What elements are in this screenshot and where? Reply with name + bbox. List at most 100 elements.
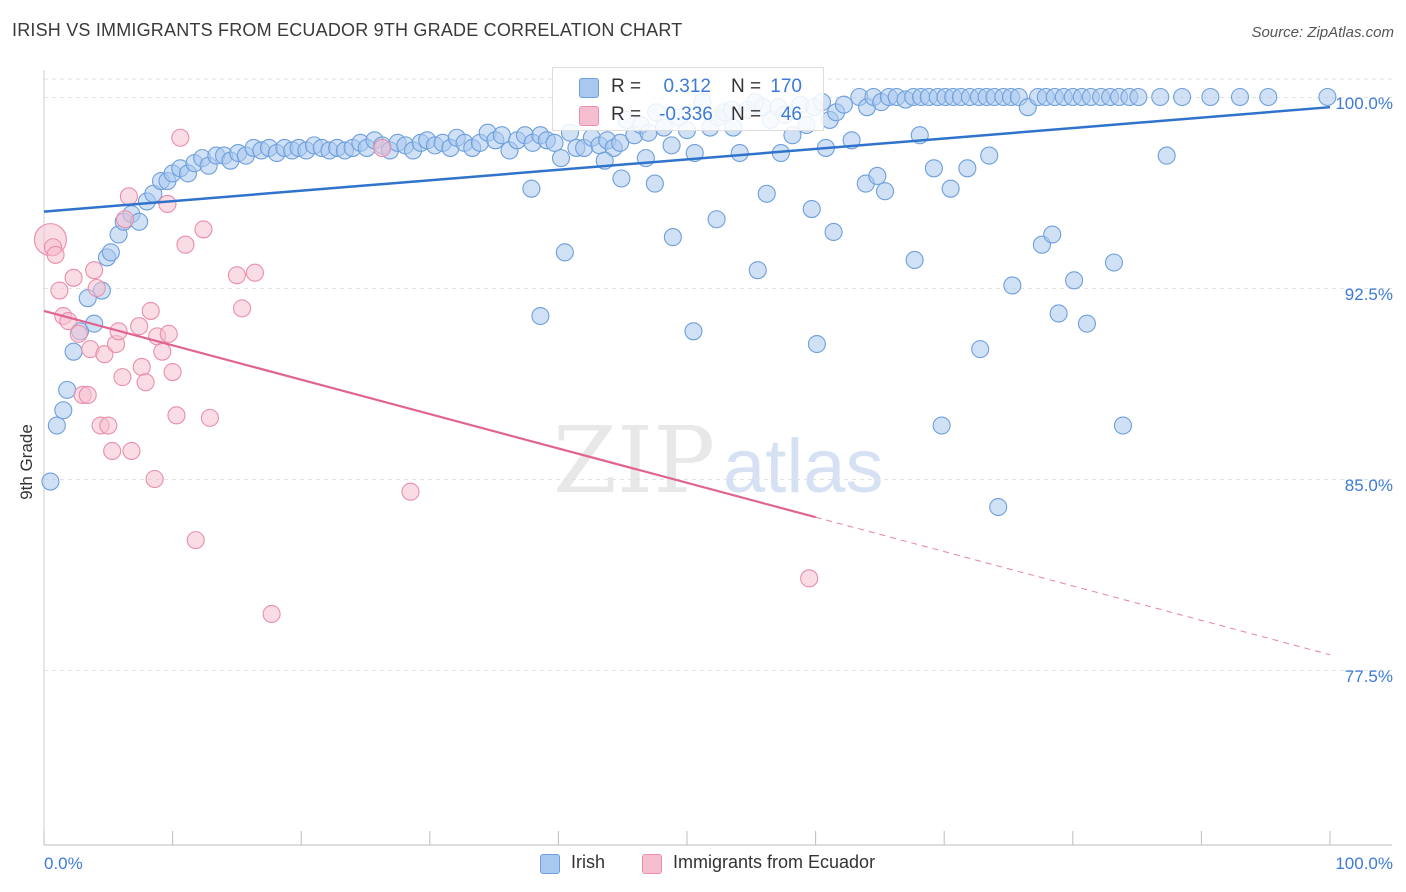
irish-point (1173, 87, 1192, 107)
irish-point (1104, 253, 1124, 272)
ecuador-point (85, 261, 104, 280)
ecuador-trend-line (43, 309, 816, 519)
ecuador-point (78, 385, 97, 405)
irish-point (932, 416, 951, 435)
ecuador-point (119, 187, 138, 206)
stats-legend: R = 0.312 N = 170 R = -0.336 N = 46 (552, 67, 824, 131)
watermark-zip: ZIP (553, 407, 715, 514)
irish-point (807, 334, 826, 354)
y-tick-label: 85.0% (1345, 476, 1393, 495)
y-tick-label: 92.5% (1345, 285, 1393, 304)
irish-point (555, 243, 574, 262)
irish-point (54, 401, 73, 420)
irish-point (707, 210, 726, 229)
irish-point (662, 136, 681, 155)
ecuador-point (113, 368, 132, 387)
irish-point (545, 133, 564, 152)
ecuador-point (171, 128, 190, 147)
irish-point (924, 159, 943, 178)
irish-point (868, 166, 887, 185)
n-label: N = (731, 104, 762, 125)
r-value: 0.312 (663, 76, 711, 97)
ecuador-legend-swatch (642, 854, 662, 874)
irish-point (1151, 87, 1170, 107)
irish-point (757, 184, 776, 203)
irish-point (824, 222, 843, 242)
ecuador-point (132, 357, 151, 376)
x-tick-label: 0.0% (44, 854, 83, 873)
irish-point (612, 169, 631, 188)
ecuador-point (262, 604, 281, 624)
irish-point (611, 133, 630, 152)
irish-point (980, 146, 999, 165)
ecuador-point (163, 362, 182, 382)
n-value: 170 (770, 76, 802, 97)
irish-point (1157, 146, 1176, 165)
ecuador-point (245, 263, 264, 282)
irish-point (1318, 87, 1337, 107)
irish-point (875, 182, 895, 201)
y-tick-label: 100.0% (1335, 94, 1393, 113)
ecuador-point (159, 324, 178, 343)
ecuador-swatch (579, 106, 599, 126)
irish-point (492, 126, 511, 145)
ecuador-point (141, 301, 160, 320)
series-legend: Irish Immigrants from Ecuador (0, 852, 1406, 876)
irish-point (684, 322, 703, 341)
irish-point (802, 200, 821, 219)
irish-point (1129, 87, 1148, 107)
ecuador-point (122, 441, 141, 461)
axes: 77.5% 85.0% 92.5% 100.0% 0.0% 100.0% (43, 70, 1393, 873)
ecuador-point (186, 531, 205, 550)
irish-point (748, 261, 767, 280)
irish-point (941, 179, 960, 198)
irish-point (58, 380, 77, 399)
irish-point (47, 416, 66, 435)
watermark: ZIP atlas (553, 407, 884, 514)
irish-point (1201, 87, 1220, 107)
r-label: R = (611, 104, 642, 125)
ecuador-point (176, 235, 195, 254)
irish-trend-line (43, 105, 1331, 213)
ecuador-point (232, 299, 252, 318)
ecuador-point (64, 268, 83, 287)
ecuador-point (373, 138, 392, 157)
chart-title: IRISH VS IMMIGRANTS FROM ECUADOR 9TH GRA… (12, 20, 683, 40)
y-tick-label: 77.5% (1345, 667, 1393, 686)
irish-point (41, 472, 60, 491)
watermark-atlas: atlas (723, 424, 884, 509)
ecuador-point (153, 342, 172, 361)
irish-swatch (579, 78, 599, 98)
ecuador-point (158, 194, 177, 214)
ecuador-point (401, 482, 420, 501)
ecuador-point (95, 345, 114, 364)
irish-point (958, 159, 977, 178)
ecuador-point (800, 569, 819, 588)
x-tick-label: 100.0% (1335, 854, 1393, 873)
irish-point (1043, 225, 1062, 244)
irish-point (1077, 314, 1096, 333)
irish-point (834, 95, 853, 114)
ecuador-point (200, 408, 219, 427)
irish-point (1049, 304, 1068, 323)
irish-point (531, 306, 550, 326)
ecuador-point (130, 317, 149, 336)
irish-point (989, 497, 1008, 517)
irish-point (1003, 276, 1022, 295)
source-label: Source: ZipAtlas.com (1251, 24, 1394, 41)
grid (44, 78, 1392, 671)
irish-point (1230, 87, 1250, 107)
r-label: R = (611, 76, 642, 97)
ecuador-point (87, 278, 106, 298)
irish-point (663, 228, 682, 247)
irish-point (551, 149, 571, 168)
ecuador-point (99, 416, 118, 435)
ecuador-point (167, 406, 186, 425)
ecuador-point (50, 281, 69, 300)
irish-point (645, 174, 664, 193)
ecuador-point (69, 324, 88, 343)
trend-lines (43, 105, 1331, 656)
irish-point (1065, 271, 1084, 290)
ecuador-point (103, 441, 122, 461)
